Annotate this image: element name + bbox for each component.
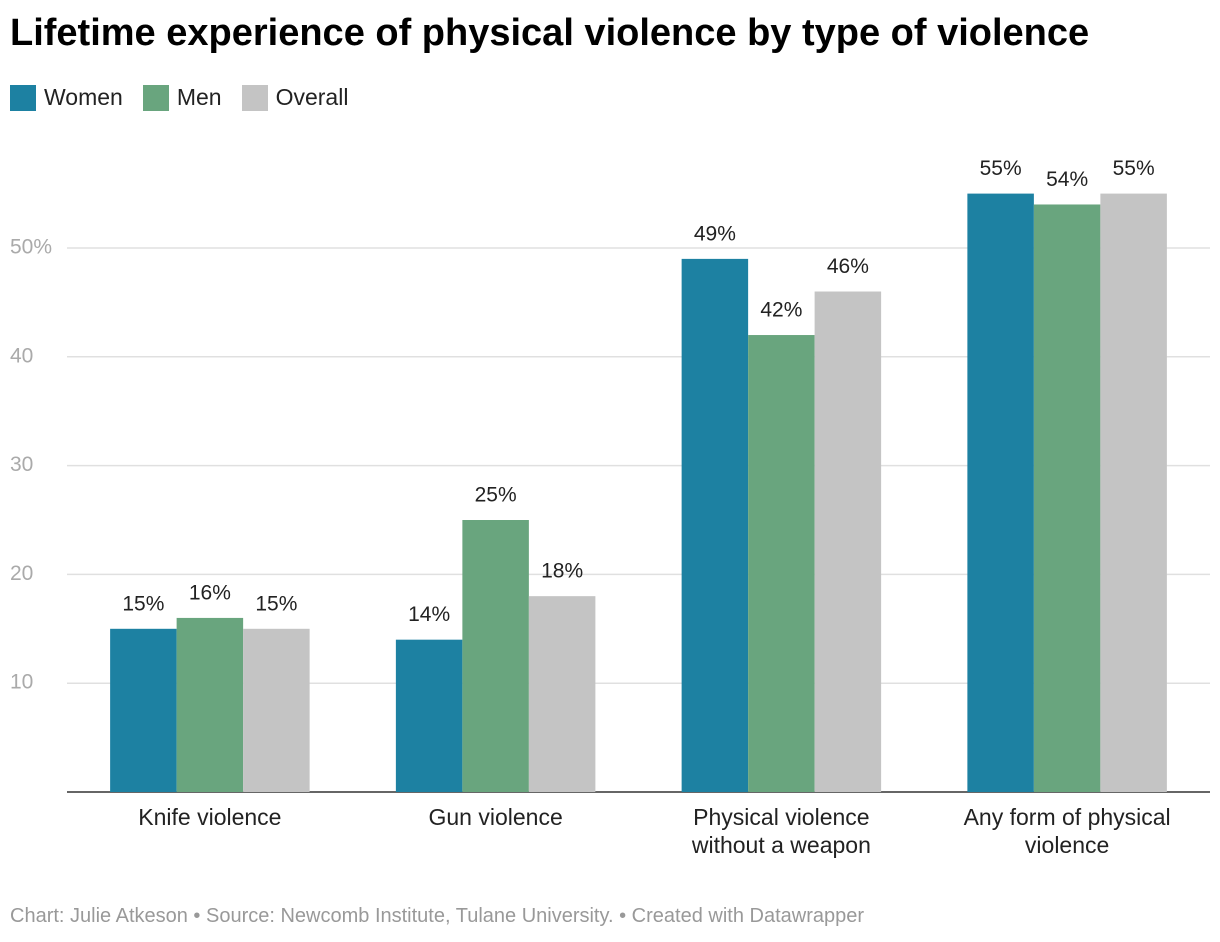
value-label: 55%	[980, 157, 1022, 180]
y-tick-label: 50%	[10, 236, 52, 259]
legend-swatch	[241, 84, 268, 111]
value-label: 46%	[827, 255, 869, 278]
x-tick-label: Physical violence without a weapon	[691, 804, 871, 858]
value-label: 16%	[189, 581, 231, 604]
value-label: 55%	[1113, 157, 1155, 180]
bar	[395, 639, 463, 792]
chart-title: Lifetime experience of physical violence…	[10, 12, 1090, 54]
y-tick-label: 30	[10, 453, 33, 476]
bar	[243, 628, 310, 792]
bar	[1100, 193, 1167, 793]
value-label: 15%	[122, 592, 164, 615]
legend-item: Women	[10, 84, 123, 111]
legend: Women Men Overall	[10, 84, 348, 111]
legend-label: Overall	[275, 84, 349, 110]
bar	[1033, 204, 1101, 793]
bar	[110, 628, 177, 792]
legend-item: Overall	[241, 84, 349, 111]
value-label: 25%	[475, 484, 517, 507]
legend-label: Men	[176, 84, 222, 110]
bar	[528, 596, 596, 792]
y-tick-label: 20	[10, 562, 33, 585]
y-tick-label: 40	[10, 344, 33, 367]
value-label: 42%	[760, 299, 802, 322]
bar	[748, 335, 815, 792]
value-label: 14%	[408, 603, 450, 626]
value-label: 49%	[694, 222, 736, 245]
value-label: 54%	[1046, 168, 1088, 191]
bar	[176, 617, 244, 792]
value-label: 18%	[541, 560, 583, 583]
footer: Chart: Julie Atkeson • Source: Newcomb I…	[10, 905, 865, 927]
value-label: 15%	[255, 592, 297, 615]
x-tick-label: Gun violence	[428, 804, 563, 830]
bar	[967, 193, 1034, 793]
x-tick-label: Any form of physical violence	[963, 804, 1171, 858]
y-tick-label: 10	[10, 671, 33, 694]
legend-item: Men	[142, 84, 222, 111]
bar	[681, 258, 749, 792]
x-tick-label: Knife violence	[138, 804, 282, 830]
legend-swatch	[10, 84, 36, 111]
legend-label: Women	[44, 84, 123, 110]
bar	[814, 291, 882, 792]
bar	[462, 520, 529, 792]
legend-swatch	[142, 84, 169, 111]
